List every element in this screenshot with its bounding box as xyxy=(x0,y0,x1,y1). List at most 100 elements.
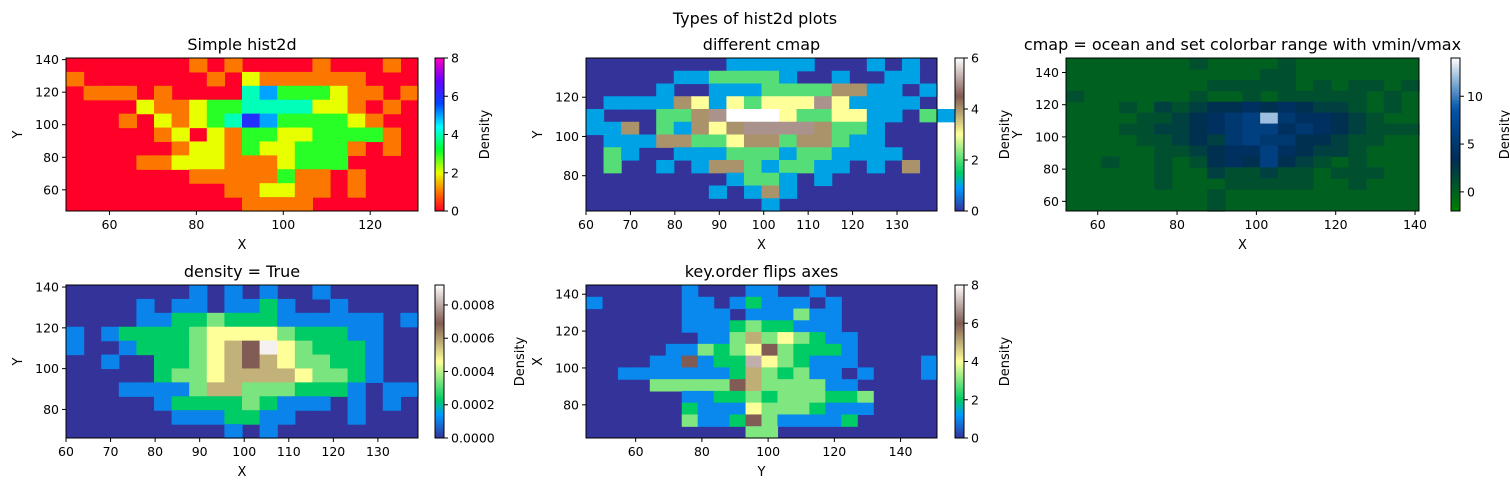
heatmap-cell xyxy=(603,147,622,161)
heatmap-cell xyxy=(831,83,850,97)
heatmap-cell xyxy=(1313,134,1332,147)
heatmap-cell xyxy=(697,296,715,310)
heatmap-cell xyxy=(673,147,692,161)
panel-title: key.order flips axes xyxy=(685,262,839,281)
heatmap-cell xyxy=(1366,123,1385,136)
heatmap-cell xyxy=(242,169,261,184)
heatmap-cell xyxy=(242,396,261,411)
heatmap-cell xyxy=(726,147,745,161)
heatmap-cell xyxy=(809,332,826,345)
heatmap-cell xyxy=(691,70,710,85)
heatmap-cell xyxy=(312,99,331,115)
heatmap-cell xyxy=(206,410,225,425)
heatmap-cell xyxy=(347,354,366,370)
heatmap-cell xyxy=(708,96,727,110)
heatmap-cell xyxy=(330,113,349,129)
heatmap-cell xyxy=(777,308,794,321)
heatmap-cell xyxy=(681,320,699,333)
heatmap-cell xyxy=(809,285,826,298)
heatmap-cell xyxy=(294,312,313,328)
heatmap-cell xyxy=(761,402,779,416)
heatmap-cell xyxy=(681,343,699,357)
heatmap-cell xyxy=(633,367,651,380)
heatmap-cell xyxy=(649,379,667,392)
heatmap-cell xyxy=(347,127,366,143)
y-axis-label: Y xyxy=(531,130,546,139)
heatmap-cell xyxy=(697,390,715,404)
heatmap-cell xyxy=(681,355,699,368)
heatmap-cell xyxy=(330,85,349,101)
heatmap-cell xyxy=(330,155,349,170)
heatmap-cell xyxy=(825,343,842,357)
heatmap-cell xyxy=(849,134,868,148)
heatmap-cell xyxy=(761,121,780,136)
heatmap-cell xyxy=(919,83,938,97)
heatmap-cell xyxy=(118,382,137,397)
heatmap-cell xyxy=(189,285,208,300)
heatmap-cell xyxy=(259,127,278,143)
x-axis-label: X xyxy=(238,465,247,480)
heatmap-cell xyxy=(681,402,699,416)
heatmap-cell xyxy=(726,58,745,72)
heatmap-cell xyxy=(224,312,243,328)
heatmap-cell xyxy=(729,296,747,310)
heatmap-cell xyxy=(681,390,699,404)
colorbar-tick-label: 0.0000 xyxy=(451,431,495,446)
heatmap-cell xyxy=(259,155,278,170)
heatmap-cell xyxy=(866,160,885,174)
heatmap-cell xyxy=(901,58,921,72)
heatmap-cell xyxy=(259,424,278,439)
heatmap-cell xyxy=(189,99,208,115)
heatmap-cell xyxy=(825,332,842,345)
heatmap-cell xyxy=(1207,112,1226,125)
heatmap-cell xyxy=(726,134,745,148)
heatmap-cell xyxy=(154,127,173,143)
y-axis-label: Y xyxy=(11,357,26,366)
heatmap-cell xyxy=(171,354,190,370)
heatmap-cell xyxy=(154,382,173,397)
heatmap-cell xyxy=(259,285,278,300)
y-tick-label: 80 xyxy=(43,150,59,165)
heatmap-cell xyxy=(1295,167,1314,179)
heatmap-cell xyxy=(154,326,173,342)
colorbar-frame xyxy=(1450,57,1461,212)
heatmap-cell xyxy=(1366,112,1385,125)
heatmap-cell xyxy=(726,96,745,110)
y-tick-label: 100 xyxy=(555,360,579,375)
heatmap-cell xyxy=(697,379,715,392)
heatmap-cell xyxy=(603,160,622,174)
heatmap-cell xyxy=(814,96,833,110)
heatmap-cell xyxy=(1207,123,1226,136)
x-tick-label: 140 xyxy=(1403,217,1427,232)
heatmap-cell xyxy=(809,390,826,404)
heatmap-cell xyxy=(743,185,763,199)
heatmap-cell xyxy=(884,70,903,85)
heatmap-cell xyxy=(206,382,225,397)
heatmap-cell xyxy=(691,96,710,110)
plot-frame xyxy=(65,57,419,212)
colorbar-tick-label: 8 xyxy=(971,278,979,293)
colorbar-tick-label: 6 xyxy=(971,51,979,66)
heatmap-cell xyxy=(665,355,683,368)
heatmap-cell xyxy=(713,390,731,404)
plot-frame xyxy=(585,57,938,212)
panel-density-true: 60 70 80 90 100 110 120 130 80 100 120 140 density =… xyxy=(11,262,528,480)
heatmap-cell xyxy=(312,326,331,342)
heatmap-cell xyxy=(330,141,349,156)
y-tick-label: 120 xyxy=(1035,97,1059,112)
heatmap-cell xyxy=(697,355,715,368)
heatmap-cell xyxy=(154,368,173,383)
heatmap-cell xyxy=(884,83,903,97)
x-tick-label: 100 xyxy=(752,217,776,232)
heatmap-cell xyxy=(708,109,727,123)
heatmap-cell xyxy=(729,414,747,427)
heatmap-cell xyxy=(649,367,667,380)
heatmap-cell xyxy=(809,414,826,427)
heatmap-cell xyxy=(312,113,331,129)
heatmap-cell xyxy=(673,134,692,148)
heatmap-cell xyxy=(1242,156,1261,168)
heatmap-cell xyxy=(365,354,384,370)
x-axis-label: Y xyxy=(757,465,766,480)
heatmap-cell xyxy=(259,113,278,129)
